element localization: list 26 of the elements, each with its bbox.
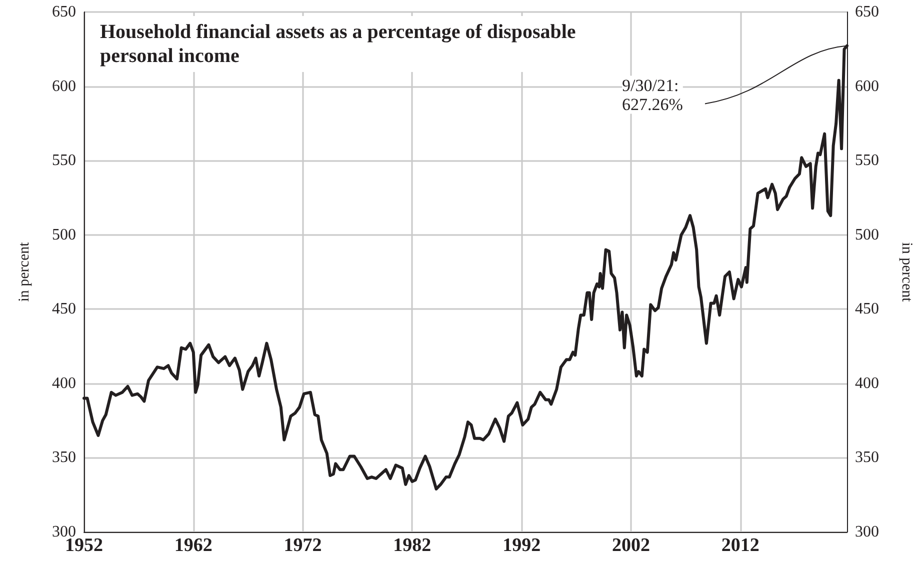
x-tick-label: 1982 <box>393 535 432 556</box>
y2-tick-label: 400 <box>855 374 879 392</box>
y-tick-label: 400 <box>52 374 76 392</box>
y2-tick-label: 650 <box>855 4 879 20</box>
x-tick-label: 1962 <box>174 535 212 556</box>
y-tick-label: 550 <box>52 152 76 170</box>
text: Household financial assets as a percentage of disposable personal income <box>100 21 576 67</box>
x-tick-label: 2012 <box>721 535 760 556</box>
y-axis-title: in percent <box>16 241 32 302</box>
y2-axis-title: in percent <box>898 242 914 303</box>
y2-tick-label: 350 <box>855 449 879 466</box>
y-tick-label: 350 <box>52 449 76 466</box>
y-tick-label: 450 <box>52 300 76 318</box>
y-tick-label: 650 <box>52 4 76 20</box>
y2-tick-label: 300 <box>855 524 879 540</box>
y-tick-label: 500 <box>52 226 76 244</box>
y2-tick-label: 450 <box>855 300 879 318</box>
x-tick-label: 1992 <box>502 535 541 556</box>
x-tick-label: 1972 <box>284 535 322 556</box>
annotation: 9/30/21: 627.26% <box>622 76 683 114</box>
y2-tick-label: 600 <box>855 78 879 95</box>
y2-tick-label: 500 <box>855 226 879 244</box>
y-tick-label: 600 <box>52 78 76 95</box>
x-tick-label: 2002 <box>612 535 650 556</box>
y2-tick-label: 550 <box>855 152 879 170</box>
x-tick-label: 1952 <box>65 535 103 556</box>
